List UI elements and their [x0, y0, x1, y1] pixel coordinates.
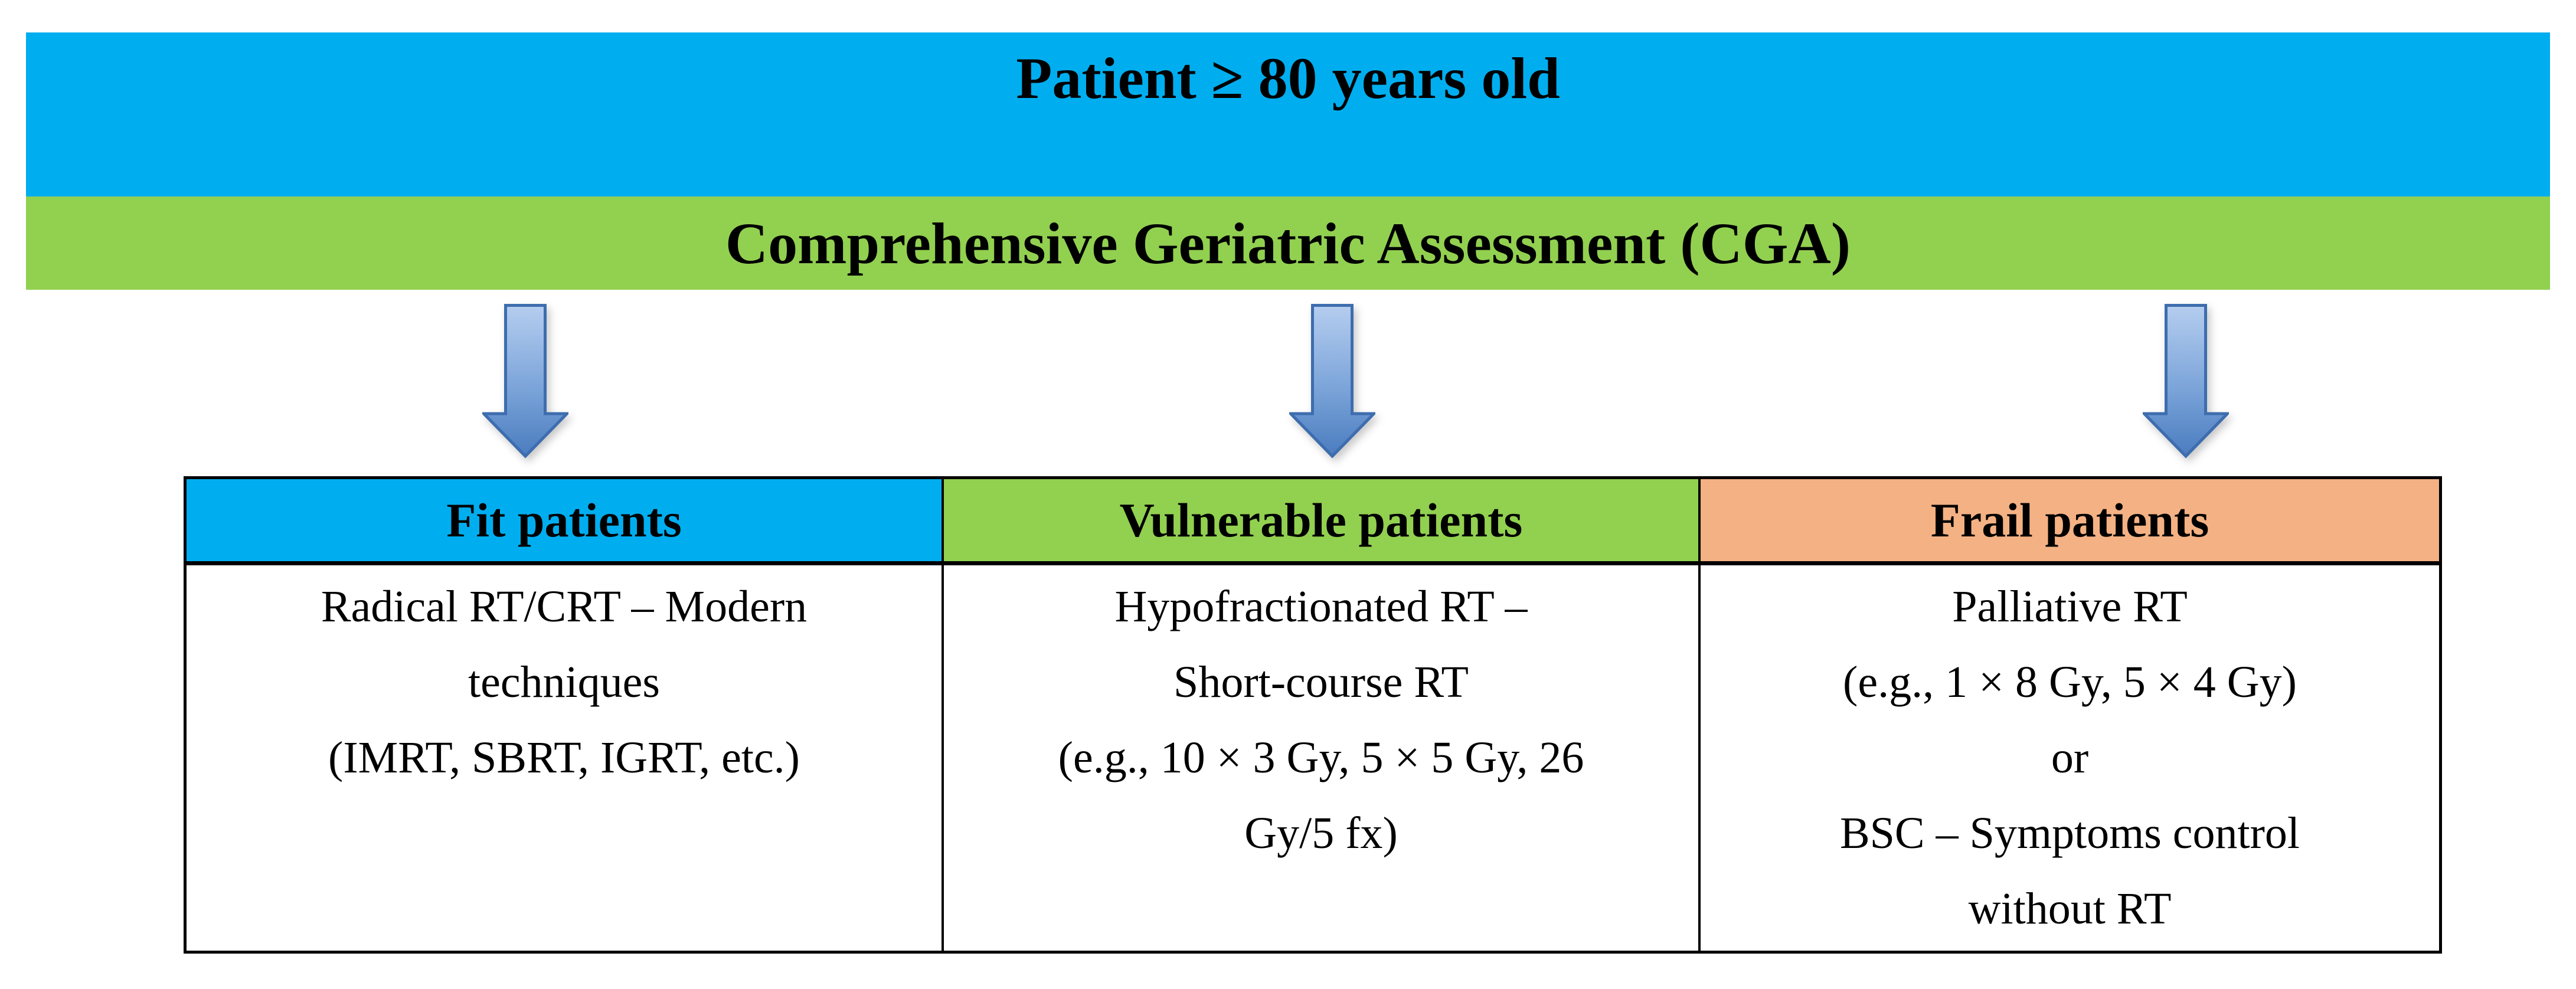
- patient-groups-table: Fit patients Vulnerable patients Frail p…: [184, 476, 2442, 954]
- frail-patients-treatment: Palliative RT (e.g., 1 × 8 Gy, 5 × 4 Gy)…: [1839, 582, 2300, 934]
- cga-banner: Comprehensive Geriatric Assessment (CGA): [26, 197, 2550, 290]
- fit-patients-header: Fit patients: [187, 479, 944, 565]
- vulnerable-patients-header: Vulnerable patients: [944, 479, 1701, 565]
- down-arrow-icon: [2143, 304, 2229, 459]
- vulnerable-patients-treatment: Hypofractionated RT – Short-course RT (e…: [944, 565, 1701, 951]
- down-arrow-icon: [1289, 304, 1375, 459]
- fit-patients-treatment: Radical RT/CRT – Modern techniques (IMRT…: [187, 565, 944, 951]
- down-arrow-icon: [482, 304, 568, 459]
- patient-age-banner: Patient ≥ 80 years old: [26, 32, 2550, 197]
- frail-patients-header: Frail patients: [1701, 479, 2439, 565]
